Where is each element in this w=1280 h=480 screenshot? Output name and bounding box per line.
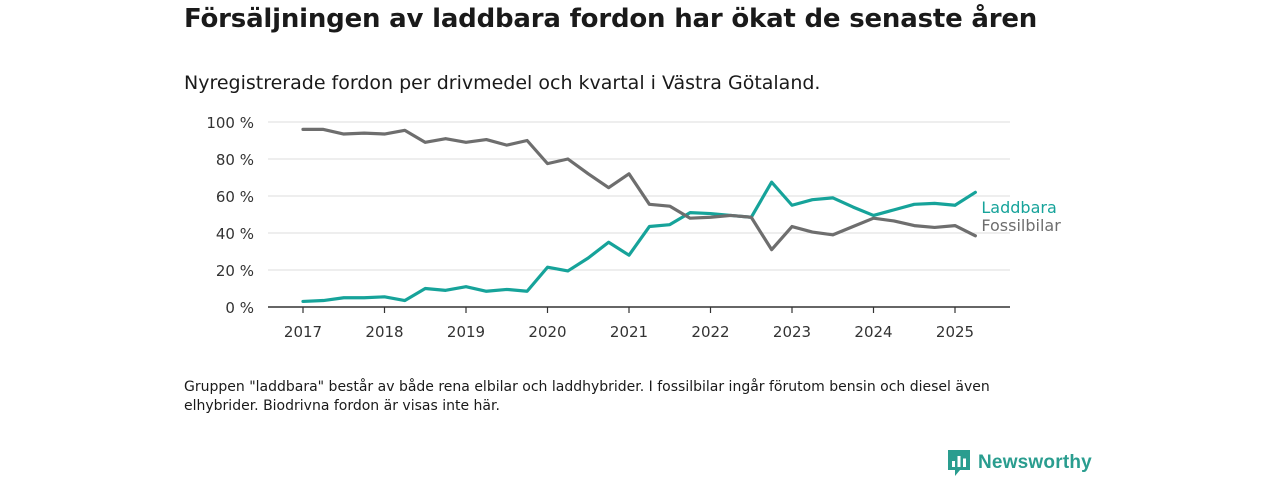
line-chart: 0 % 20 % 40 % 60 % 80 % 100 % 2017 2018 2019 202… [206, 114, 1061, 341]
y-tick-label: 40 % [216, 225, 254, 243]
x-tick-label: 2020 [528, 323, 566, 341]
series-line-laddbara [301, 180, 977, 304]
gridlines [268, 121, 1010, 271]
x-tick-label: 2021 [610, 323, 648, 341]
y-tick-label: 80 % [216, 151, 254, 169]
series-label: Laddbara [981, 198, 1056, 217]
y-tick-label: 0 % [225, 299, 254, 317]
y-axis-ticks: 0 % 20 % 40 % 60 % 80 % 100 % [206, 114, 254, 317]
x-tick-label: 2024 [854, 323, 892, 341]
x-tick-label: 2022 [691, 323, 729, 341]
x-tick-label: 2018 [365, 323, 403, 341]
y-tick-label: 20 % [216, 262, 254, 280]
footnote: Gruppen "laddbara" består av både rena e… [184, 379, 990, 414]
x-tick-label: 2017 [284, 323, 322, 341]
chart-title: Försäljningen av laddbara fordon har öka… [184, 4, 1038, 34]
y-tick-label: 60 % [216, 188, 254, 206]
series-lines [301, 127, 977, 304]
chart-subtitle: Nyregistrerade fordon per drivmedel och … [184, 72, 821, 94]
x-axis-ticks: 2017 2018 2019 2020 2021 2022 2023 2024 2025 [284, 307, 974, 341]
brand-name: Newsworthy [978, 452, 1092, 473]
newsworthy-logo-icon [948, 450, 970, 476]
brand: Newsworthy [948, 450, 1092, 476]
series-label: Fossilbilar [981, 216, 1061, 235]
y-tick-label: 100 % [206, 114, 254, 132]
x-tick-label: 2019 [447, 323, 485, 341]
x-tick-label: 2025 [936, 323, 974, 341]
series-line-fossilbilar [301, 127, 977, 252]
x-tick-label: 2023 [773, 323, 811, 341]
